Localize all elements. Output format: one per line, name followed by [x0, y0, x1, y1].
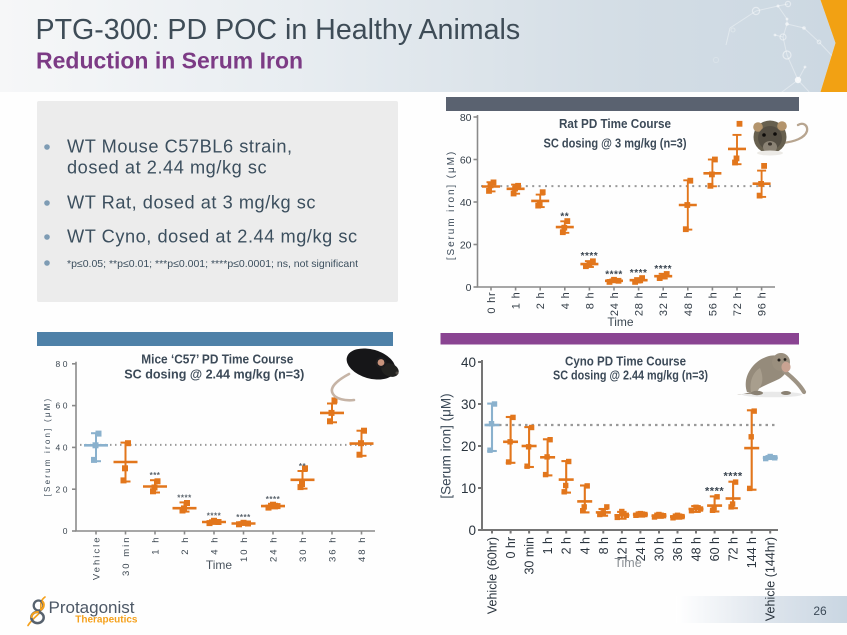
svg-text:36 h: 36 h — [327, 536, 338, 563]
svg-text:40: 40 — [460, 197, 472, 209]
svg-text:0 hr: 0 hr — [504, 537, 518, 559]
svg-text:32 h: 32 h — [658, 292, 670, 317]
svg-text:4 h: 4 h — [209, 536, 220, 555]
svg-text:60 h: 60 h — [708, 537, 722, 561]
svg-text:****: **** — [654, 264, 672, 275]
svg-text:****: **** — [236, 513, 251, 522]
svg-text:10 h: 10 h — [239, 536, 250, 563]
svg-text:30 min: 30 min — [523, 537, 537, 575]
svg-text:72 h: 72 h — [732, 292, 744, 317]
svg-text:24 h: 24 h — [268, 536, 279, 563]
svg-text:Vehicle: Vehicle — [91, 536, 102, 581]
svg-text:Protagonist: Protagonist — [49, 598, 135, 617]
svg-text:60: 60 — [460, 154, 472, 166]
svg-text:30 h: 30 h — [298, 536, 309, 563]
svg-text:60: 60 — [56, 401, 70, 411]
svg-text:48 h: 48 h — [357, 536, 368, 563]
svg-text:24 h: 24 h — [609, 292, 621, 317]
svg-text:0: 0 — [63, 526, 70, 536]
svg-text:30: 30 — [461, 397, 476, 412]
svg-text:96 h: 96 h — [757, 292, 769, 317]
svg-text:30 min: 30 min — [121, 536, 132, 577]
svg-text:Cyno PD Time Course: Cyno PD Time Course — [565, 354, 686, 369]
svg-text:36 h: 36 h — [671, 537, 685, 561]
svg-text:1 h: 1 h — [150, 536, 161, 555]
svg-text:Time: Time — [607, 315, 634, 329]
svg-text:PTG-300: PD POC in Healthy Ani: PTG-300: PD POC in Healthy Animals — [36, 14, 521, 46]
svg-text:10: 10 — [461, 481, 476, 496]
svg-text:Mice ‘C57’ PD Time Course: Mice ‘C57’ PD Time Course — [141, 351, 293, 366]
svg-text:8 h: 8 h — [597, 537, 611, 554]
svg-text:dosed at 2.44 mg/kg sc: dosed at 2.44 mg/kg sc — [67, 158, 267, 178]
svg-text:12 h: 12 h — [615, 537, 629, 561]
svg-text:SC dosing @ 2.44 mg/kg (n=3): SC dosing @ 2.44 mg/kg (n=3) — [553, 368, 708, 383]
svg-text:40: 40 — [56, 443, 70, 453]
svg-text:4 h: 4 h — [560, 292, 572, 310]
svg-text:****: **** — [605, 269, 623, 280]
svg-text:****: **** — [581, 251, 599, 262]
svg-text:**: ** — [560, 211, 569, 222]
svg-text:0: 0 — [468, 523, 476, 538]
svg-text:0 hr: 0 hr — [486, 292, 498, 314]
svg-text:1 h: 1 h — [541, 537, 555, 554]
svg-text:****: **** — [705, 485, 724, 497]
svg-text:Vehicle (60hr): Vehicle (60hr) — [486, 537, 500, 614]
svg-text:30 h: 30 h — [653, 537, 667, 561]
svg-text:56 h: 56 h — [707, 292, 719, 317]
svg-text:****: **** — [724, 471, 743, 483]
svg-text:80: 80 — [56, 359, 70, 369]
svg-text:48 h: 48 h — [683, 292, 695, 317]
svg-text:20: 20 — [460, 239, 472, 251]
svg-text:Vehicle (144hr): Vehicle (144hr) — [764, 537, 778, 621]
svg-text:2 h: 2 h — [560, 537, 574, 554]
svg-text:**: ** — [299, 462, 307, 471]
svg-text:28 h: 28 h — [634, 292, 646, 317]
svg-text:****: **** — [266, 495, 281, 504]
svg-text:20: 20 — [461, 439, 476, 454]
svg-text:72 h: 72 h — [727, 537, 741, 561]
svg-text:2 h: 2 h — [535, 292, 547, 310]
svg-text:[Serum iron] (μM): [Serum iron] (μM) — [446, 150, 457, 260]
svg-text:WT Mouse C57BL6 strain,: WT Mouse C57BL6 strain, — [67, 137, 293, 157]
svg-text:****: **** — [630, 268, 648, 279]
svg-text:20: 20 — [56, 484, 70, 494]
svg-text:WT Rat, dosed at 3 mg/kg sc: WT Rat, dosed at 3 mg/kg sc — [67, 193, 316, 213]
svg-text:Therapeutics: Therapeutics — [75, 615, 138, 626]
svg-text:SC dosing @ 3 mg/kg (n=3): SC dosing @ 3 mg/kg (n=3) — [544, 136, 687, 151]
svg-text:26: 26 — [813, 604, 827, 618]
svg-text:*p≤0.05; **p≤0.01; ***p≤0.001;: *p≤0.05; **p≤0.01; ***p≤0.001; ****p≤0.0… — [67, 258, 358, 270]
svg-text:Time: Time — [614, 556, 641, 570]
svg-text:48 h: 48 h — [690, 537, 704, 561]
svg-text:1 h: 1 h — [511, 292, 523, 310]
svg-text:2 h: 2 h — [180, 536, 191, 555]
svg-text:40: 40 — [461, 355, 476, 370]
svg-text:Time: Time — [206, 558, 233, 572]
svg-text:****: **** — [177, 493, 192, 502]
svg-text:SC dosing @ 2.44 mg/kg (n=3): SC dosing @ 2.44 mg/kg (n=3) — [124, 367, 304, 382]
svg-text:WT Cyno, dosed at 2.44 mg/kg s: WT Cyno, dosed at 2.44 mg/kg sc — [67, 227, 358, 247]
svg-text:144 h: 144 h — [745, 537, 759, 568]
svg-text:24 h: 24 h — [634, 537, 648, 561]
svg-text:0: 0 — [466, 282, 472, 294]
svg-text:***: *** — [150, 471, 161, 480]
svg-text:Rat PD Time Course: Rat PD Time Course — [559, 116, 671, 131]
svg-text:80: 80 — [460, 112, 472, 124]
svg-text:Reduction in Serum Iron: Reduction in Serum Iron — [36, 48, 303, 74]
svg-text:8 h: 8 h — [584, 292, 596, 310]
svg-text:****: **** — [207, 511, 222, 520]
svg-text:4 h: 4 h — [578, 537, 592, 554]
svg-text:[Serum iron] (μM): [Serum iron] (μM) — [439, 393, 454, 498]
svg-text:[Serum iron] (μM): [Serum iron] (μM) — [43, 397, 52, 497]
